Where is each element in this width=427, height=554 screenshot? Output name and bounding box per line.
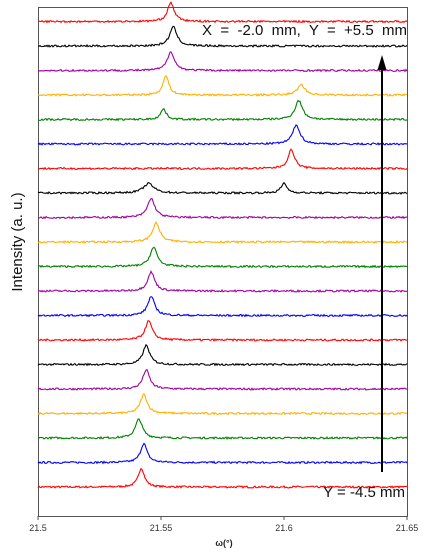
series-line-4 bbox=[37, 393, 408, 416]
series-line-16 bbox=[37, 99, 408, 122]
series-line-3 bbox=[37, 418, 408, 441]
arrow-head-icon bbox=[377, 55, 387, 70]
series-line-13 bbox=[37, 181, 408, 195]
series-line-14 bbox=[37, 148, 408, 171]
series-line-1 bbox=[37, 467, 408, 489]
series-line-8 bbox=[37, 296, 408, 318]
series-line-17 bbox=[37, 75, 408, 97]
x-tick-label: 21.5 bbox=[29, 523, 47, 533]
series-line-2 bbox=[37, 442, 408, 465]
x-tick-label: 21.55 bbox=[150, 523, 173, 533]
series-line-18 bbox=[37, 51, 408, 73]
curves-group bbox=[37, 0, 408, 489]
y-axis-title: Intensity (a. u.) bbox=[9, 192, 26, 291]
series-line-11 bbox=[37, 220, 408, 245]
x-ticks-group: 21.5 21.55 21.6 21.65 bbox=[29, 516, 418, 533]
series-line-12 bbox=[37, 197, 408, 220]
x-tick-label: 21.6 bbox=[275, 523, 293, 533]
series-line-20 bbox=[37, 0, 408, 24]
series-line-6 bbox=[37, 343, 408, 367]
series-line-10 bbox=[37, 246, 408, 269]
plot-frame bbox=[38, 7, 408, 517]
annotation-top: X = -2.0 mm, Y = +5.5 mm bbox=[202, 22, 407, 39]
x-tick-label: 21.65 bbox=[396, 523, 419, 533]
series-line-7 bbox=[37, 320, 408, 342]
annotation-bottom: Y = -4.5 mm bbox=[323, 484, 405, 501]
series-line-19 bbox=[37, 25, 408, 48]
series-line-9 bbox=[37, 269, 408, 293]
series-line-15 bbox=[37, 124, 408, 146]
x-axis-title: ω(°) bbox=[215, 538, 232, 548]
series-line-5 bbox=[37, 369, 408, 391]
